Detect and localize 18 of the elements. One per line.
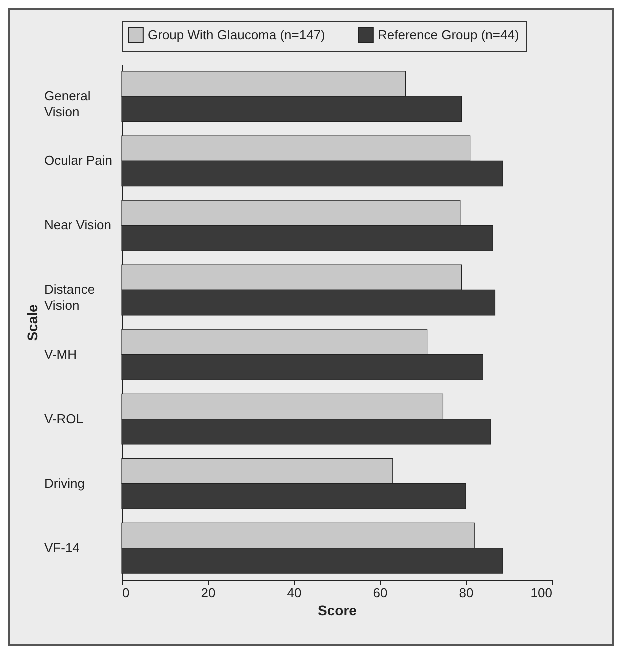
y-tick-label: General Vision bbox=[44, 88, 91, 120]
x-tick-label: 100 bbox=[530, 586, 552, 600]
y-tick-label: Distance Vision bbox=[44, 282, 96, 314]
x-tick-label: 20 bbox=[201, 586, 216, 600]
y-tick-label: VF-14 bbox=[44, 540, 80, 556]
y-tick-label: Near Vision bbox=[44, 218, 112, 233]
legend-label: Group With Glaucoma (n=147) bbox=[148, 27, 326, 42]
y-tick-label: Driving bbox=[44, 476, 85, 491]
y-tick-label: V-MH bbox=[44, 346, 77, 362]
x-tick-label: 60 bbox=[373, 586, 388, 600]
x-tick-label: 0 bbox=[122, 586, 130, 600]
y-axis-title: Scale bbox=[24, 304, 40, 342]
y-tick-label: V-ROL bbox=[44, 411, 84, 426]
x-tick-label: 40 bbox=[287, 586, 302, 600]
x-tick-label: 80 bbox=[459, 586, 474, 600]
y-tick-label: Ocular Pain bbox=[44, 153, 112, 168]
legend-label: Reference Group (n=44) bbox=[378, 27, 520, 42]
x-axis-title: Score bbox=[318, 602, 358, 618]
